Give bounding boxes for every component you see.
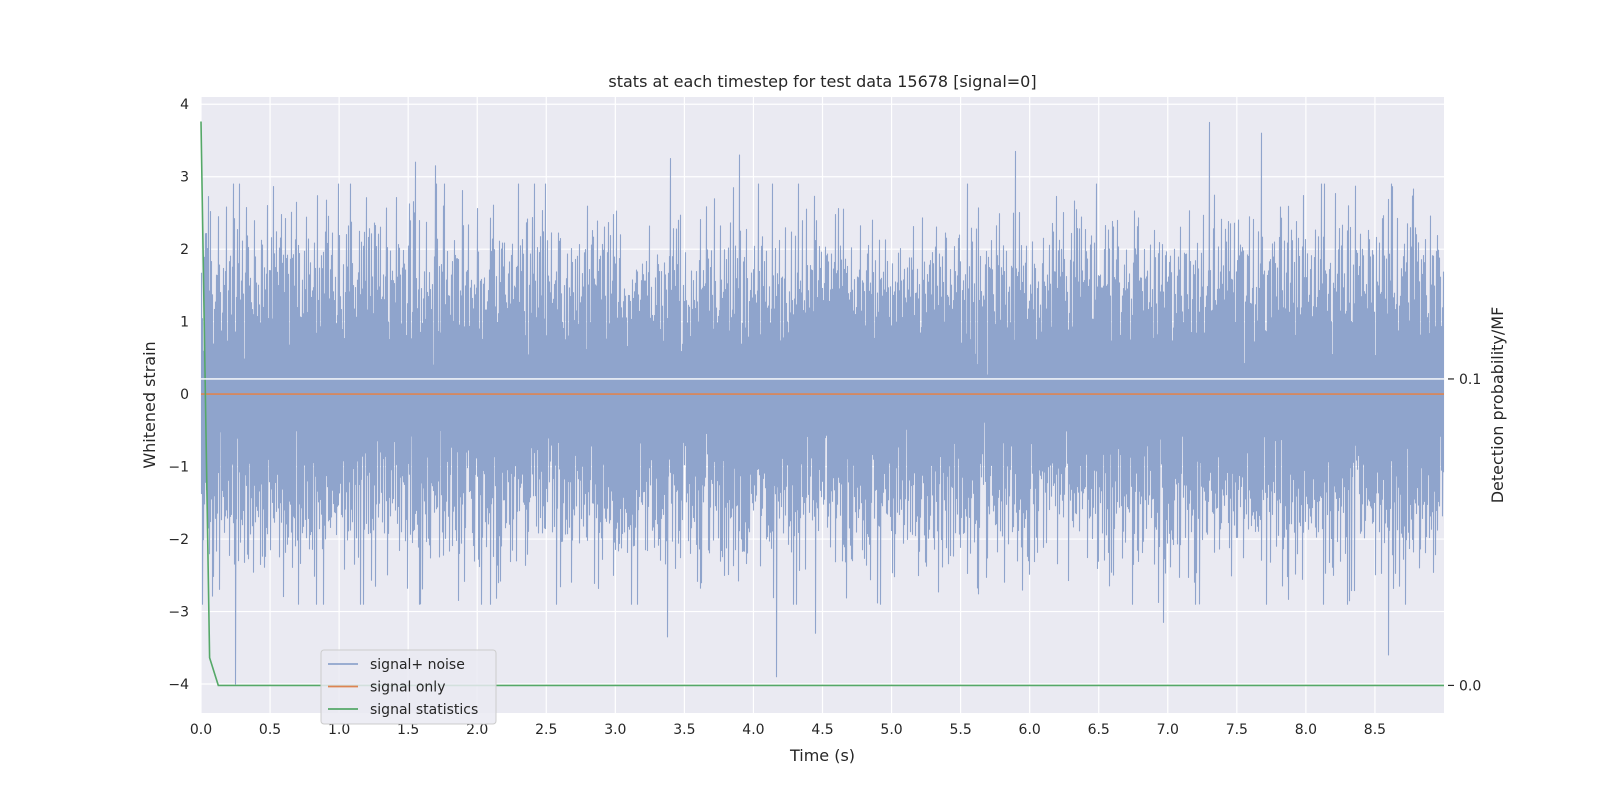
y-tick-label: 0 (180, 387, 189, 403)
x-tick-label: 7.0 (1157, 722, 1179, 738)
y2-tick-label: 0.0 (1459, 678, 1481, 694)
y-tick-label: 3 (180, 170, 189, 186)
y-tick-label: 2 (180, 242, 189, 258)
axes: 0.0 0.5 1.0 1.5 2.0 2.5 3.0 3.5 4.0 4.5 5.0 5.5 6.0 6… (168, 97, 1481, 738)
x-tick-label: 5.0 (880, 722, 902, 738)
x-tick-label: 6.5 (1088, 722, 1110, 738)
y-tick-label: −2 (168, 532, 189, 548)
legend-box (320, 649, 497, 725)
legend-entry: signal statistics (370, 702, 478, 718)
legend-entry: signal only (370, 680, 445, 696)
x-tick-label: 3.0 (604, 722, 626, 738)
legend-entry: signal+ noise (370, 657, 465, 673)
legend: signal+ noise signal only signal statistic… (320, 649, 497, 725)
x-tick-label: 4.0 (742, 722, 764, 738)
x-tick-label: 1.5 (397, 722, 419, 738)
x-tick-label: 2.5 (535, 722, 557, 738)
x-tick-label: 4.5 (811, 722, 833, 738)
x-tick-label: 3.5 (673, 722, 695, 738)
y-tick-label: 1 (180, 315, 189, 331)
y2-axis-label: Detection probability/MF (1488, 307, 1507, 504)
x-tick-label: 1.0 (328, 722, 350, 738)
x-tick-label: 7.5 (1226, 722, 1248, 738)
chart-title: stats at each timestep for test data 156… (608, 72, 1036, 91)
y-axis-label: Whitened strain (140, 341, 159, 468)
y-tick-label: −1 (168, 460, 189, 476)
y-tick-label: −4 (168, 677, 189, 693)
series-line-signal-noise (200, 121, 1445, 685)
x-tick-label: 0.5 (259, 722, 281, 738)
y-tick-label: −3 (168, 605, 189, 621)
x-tick-label: 0.0 (190, 722, 212, 738)
x-tick-label: 6.0 (1019, 722, 1041, 738)
x-axis-label: Time (s) (789, 746, 855, 765)
y2-tick-label: 0.1 (1459, 372, 1481, 388)
x-tick-label: 8.5 (1364, 722, 1386, 738)
data-series (200, 121, 1445, 687)
x-tick-label: 2.0 (466, 722, 488, 738)
y-tick-label: 4 (180, 97, 189, 113)
x-tick-label: 5.5 (949, 722, 971, 738)
series-line-signal-statistics (200, 121, 1444, 687)
x-tick-label: 8.0 (1295, 722, 1317, 738)
